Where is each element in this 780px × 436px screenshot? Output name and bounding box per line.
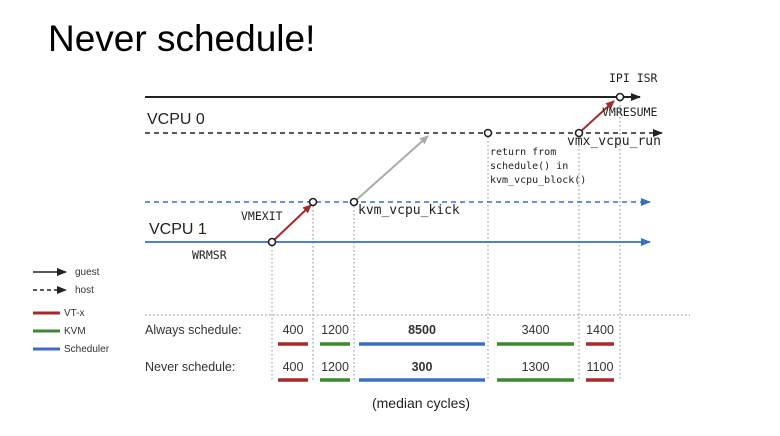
event-dot [574,128,584,138]
legend: guest host VT-x KVM Scheduler [33,267,110,355]
vmexit-label: VMEXIT [241,209,283,223]
vmexit-transition [271,204,312,243]
cycle-value: 400 [283,360,304,374]
cycle-value: 400 [283,323,304,337]
event-dot [349,197,359,207]
return-from-label-1: return from [490,147,556,158]
return-from-label-2: schedule() in [490,161,568,172]
cycle-value: 1400 [586,323,614,337]
vcpu0-label: VCPU 0 [147,111,205,128]
event-dot [267,237,277,247]
legend-vtx-label: VT-x [64,308,85,319]
guide-lines [145,97,690,380]
legend-host-label: host [75,285,94,296]
cycle-value: 8500 [408,323,436,337]
event-dot [483,128,493,138]
cycle-value: 300 [412,360,433,374]
legend-scheduler-label: Scheduler [64,344,110,355]
event-dot [615,92,625,102]
row-label-never: Never schedule: [145,360,235,374]
row-label-always: Always schedule: [145,323,242,337]
ipi-isr-label: IPI ISR [609,71,658,85]
event-markers [267,92,625,247]
vmresume-transition [578,100,615,134]
cycle-value: 1100 [587,360,614,374]
wrmsr-label: WRMSR [192,248,227,262]
cycle-value: 1200 [321,323,349,337]
kvm-vcpu-kick-label: kvm_vcpu_kick [358,203,460,218]
slide-title: Never schedule! [48,18,316,59]
vcpu1-label: VCPU 1 [149,221,207,238]
cycle-value: 3400 [522,323,550,337]
cycle-value: 1200 [321,360,349,374]
legend-guest-label: guest [75,267,100,278]
cycle-value: 1300 [522,360,550,374]
cycles-table: Always schedule: Never schedule: 400 1200… [145,323,614,382]
event-dot [308,197,318,207]
return-from-label-3: kvm_vcpu_block() [490,175,586,186]
vmx-vcpu-run-label: vmx_vcpu_run [567,134,661,149]
legend-kvm-label: KVM [64,326,86,337]
median-cycles-footnote: (median cycles) [372,395,470,411]
vmresume-label: VMRESUME [602,105,657,119]
kick-arrow [353,135,429,203]
